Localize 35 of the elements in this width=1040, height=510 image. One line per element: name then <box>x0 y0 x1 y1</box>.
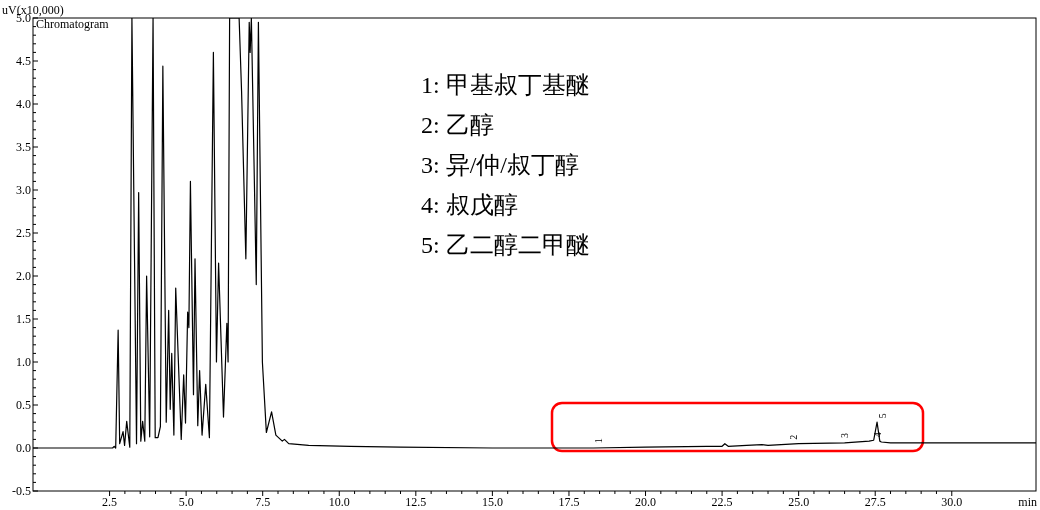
x-tick-label: 12.5 <box>405 495 427 509</box>
annotation: 3: 异/仲/叔丁醇 <box>421 152 580 178</box>
y-tick-label: 2.0 <box>16 269 31 283</box>
annotation: 1: 甲基叔丁基醚 <box>421 72 590 98</box>
annotation: 1 <box>592 438 604 444</box>
y-tick-label: 4.5 <box>16 54 31 68</box>
annotation: 5: 乙二醇二甲醚 <box>421 232 590 258</box>
x-tick-label: 25.0 <box>788 495 810 509</box>
annotation: 4: 叔戊醇 <box>421 192 518 218</box>
x-tick-label: 20.0 <box>635 495 657 509</box>
annotation: 2 <box>787 434 799 440</box>
x-tick-label: 17.5 <box>558 495 580 509</box>
y-tick-label: 0.0 <box>16 441 31 455</box>
y-tick-label: 1.0 <box>16 355 31 369</box>
y-tick-label: 3.5 <box>16 140 31 154</box>
annotation: 3 <box>838 432 850 438</box>
x-tick-label: 10.0 <box>328 495 350 509</box>
y-tick-label: -0.5 <box>12 484 31 498</box>
y-tick-label: 4.0 <box>16 97 31 111</box>
x-tick-label: 2.5 <box>102 495 118 509</box>
annotation: 2: 乙醇 <box>421 112 494 138</box>
x-tick-label: 5.0 <box>178 495 194 509</box>
x-axis-title: min <box>1018 495 1037 509</box>
x-tick-label: 27.5 <box>864 495 886 509</box>
annotation: 5 <box>877 413 889 419</box>
y-tick-label: 2.5 <box>16 226 31 240</box>
y-tick-label: 0.5 <box>16 398 31 412</box>
x-tick-label: 22.5 <box>711 495 733 509</box>
x-tick-label: 15.0 <box>481 495 503 509</box>
y-tick-label: 3.0 <box>16 183 31 197</box>
x-tick-label: 7.5 <box>255 495 271 509</box>
annotation: Chromatogram <box>36 17 110 31</box>
x-tick-label: 30.0 <box>941 495 963 509</box>
y-tick-label: 1.5 <box>16 312 31 326</box>
annotation: 4 <box>871 432 883 438</box>
